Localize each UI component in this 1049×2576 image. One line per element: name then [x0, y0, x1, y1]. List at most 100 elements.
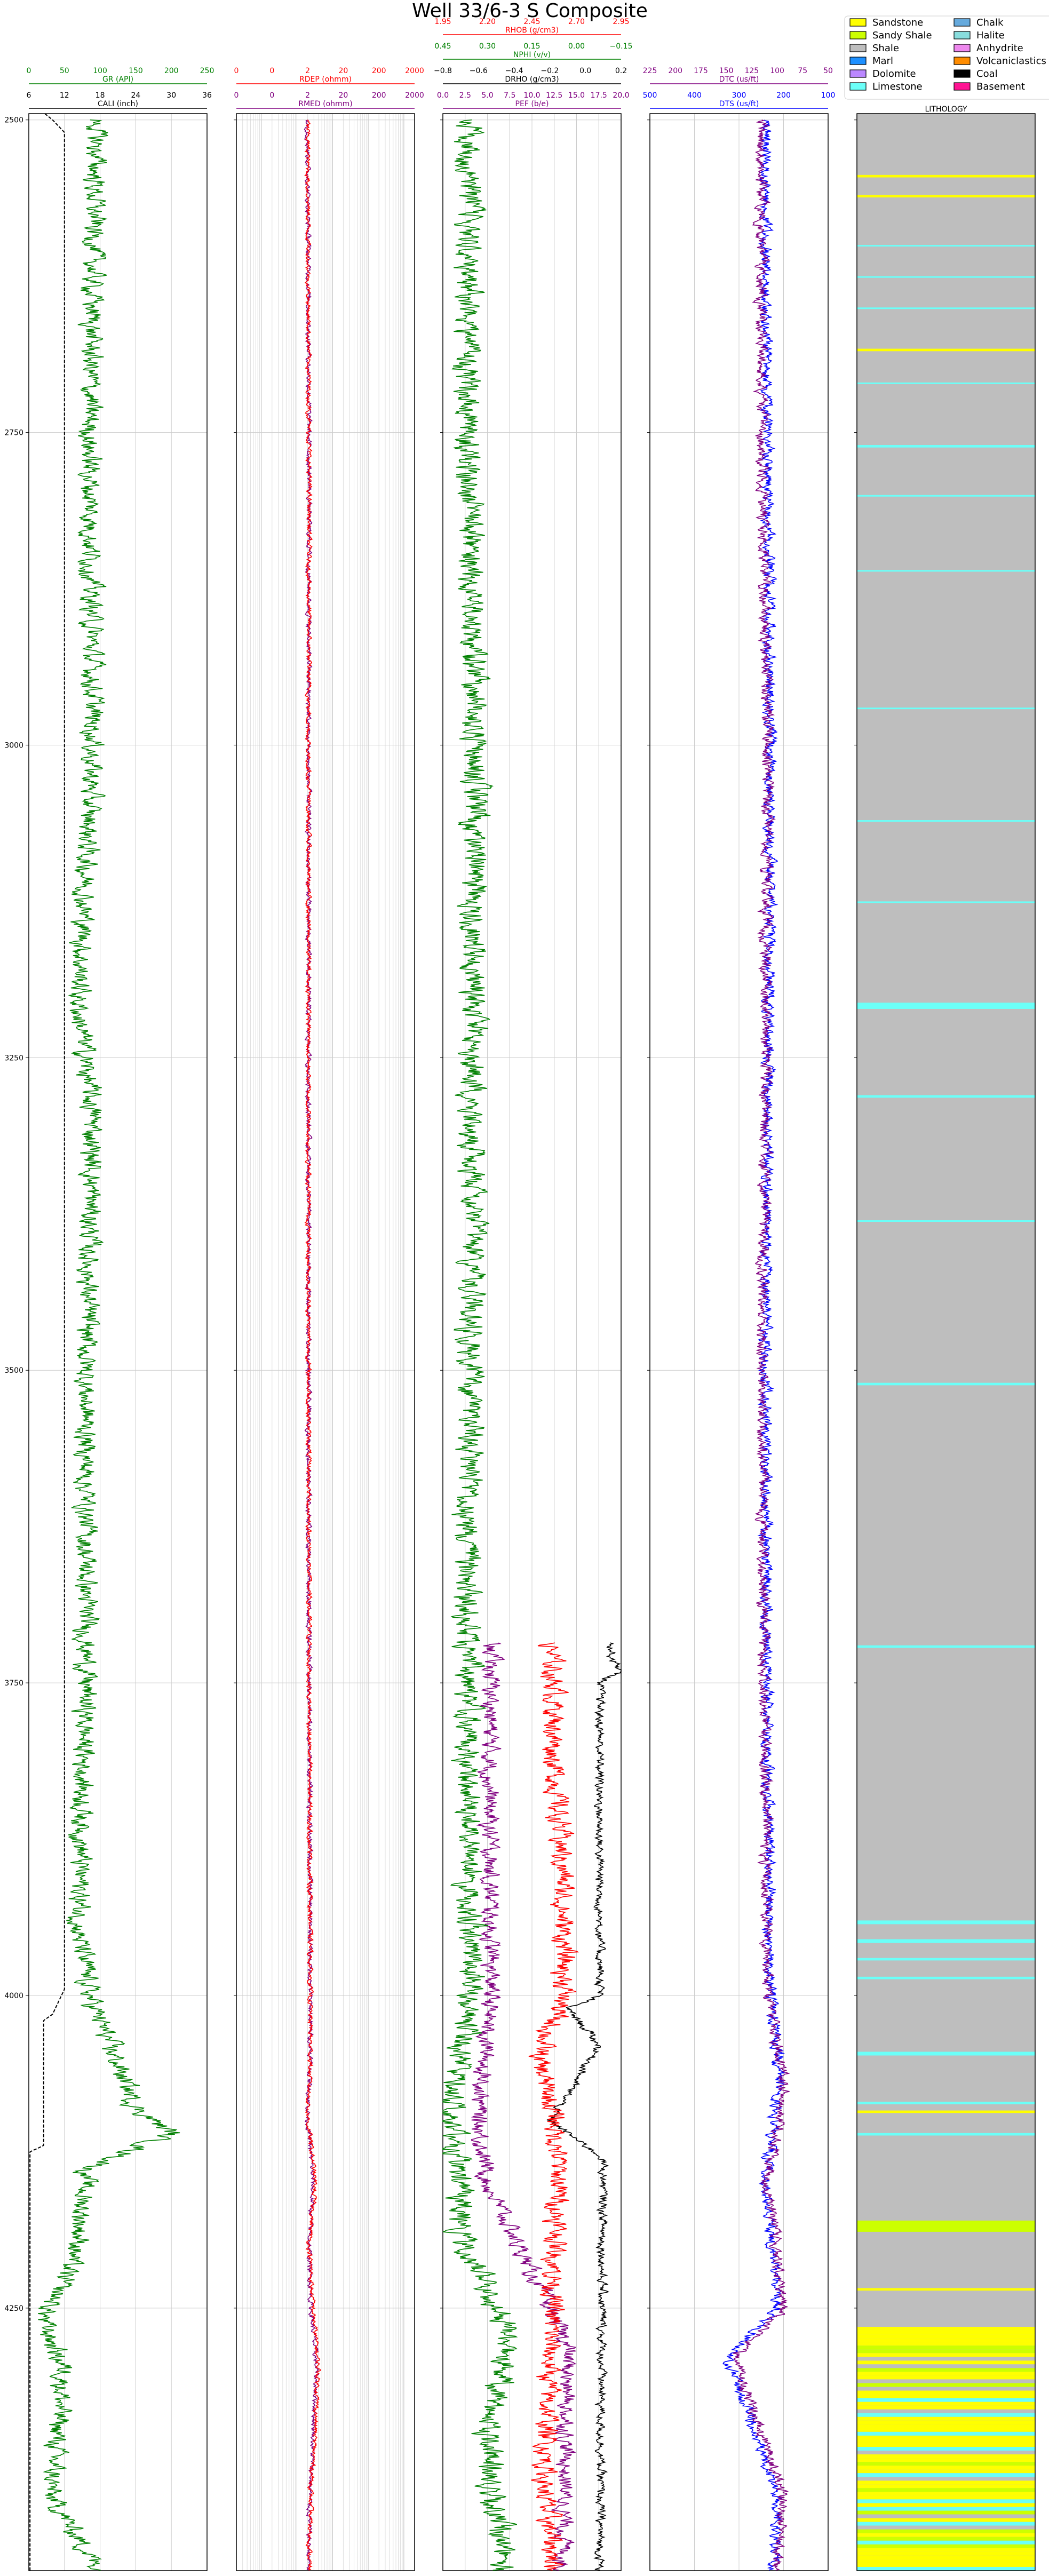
scale-tick-label: 2.70 — [568, 18, 585, 26]
scale-tick-label: 18 — [96, 91, 105, 100]
lithology-interval — [857, 1939, 1035, 1943]
lithology-interval — [857, 2360, 1035, 2365]
scale-tick-label: 15.0 — [568, 91, 585, 100]
lithology-interval — [857, 2220, 1035, 2232]
scale-tick-label: −0.15 — [610, 42, 633, 51]
rdep-curve — [304, 120, 321, 2571]
scale-header: 0.45 0.30 0.15 0.00 −0.15 NPHI (v/v) — [434, 42, 633, 60]
lithology-interval — [857, 2488, 1035, 2492]
lithology-interval — [857, 2566, 1035, 2571]
legend-label: Basement — [976, 81, 1025, 92]
legend-label: Dolomite — [872, 68, 916, 79]
scale-tick-label: 75 — [798, 67, 807, 75]
scale-header: 500 400 300 200 100 DTS (us/ft) — [643, 91, 836, 109]
legend-item: Sandy Shale — [849, 30, 932, 41]
legend-label: Sandy Shale — [872, 30, 932, 41]
scale-tick-label: 100 — [821, 91, 836, 100]
scale-header: 0 0 2 20 200 2000 RMED (ohmm) — [234, 91, 424, 109]
scale-tick-label: 250 — [200, 67, 214, 75]
scale-label: PEF (b/e) — [515, 100, 549, 108]
lithology-interval — [857, 2349, 1035, 2354]
lithology-interval — [857, 2428, 1035, 2432]
legend-swatch — [953, 44, 971, 52]
lithology-interval — [857, 2353, 1035, 2357]
scale-label: CALI (inch) — [98, 100, 138, 108]
scale-tick-label: 0 — [234, 67, 239, 75]
lithology-interval — [857, 1976, 1035, 1979]
lithology-interval — [857, 570, 1035, 572]
legend-label: Chalk — [976, 17, 1004, 28]
legend-swatch — [849, 18, 867, 27]
scale-tick-label: 150 — [719, 67, 734, 75]
scale-tick-label: −0.2 — [541, 67, 559, 75]
lithology-interval — [857, 1920, 1035, 1925]
lithology-interval — [857, 2390, 1035, 2395]
lithology-interval — [857, 245, 1035, 247]
legend-swatch — [849, 44, 867, 52]
lithology-interval — [857, 1003, 1035, 1009]
lithology-interval — [857, 276, 1035, 278]
lithology-interval — [857, 307, 1035, 309]
legend-label: Volcaniclastics — [976, 55, 1046, 67]
chart-title: Well 33/6-3 S Composite — [412, 0, 648, 22]
depth-tick-label: 4000 — [4, 1992, 23, 2000]
legend-item: Basement — [953, 81, 1025, 92]
scale-label: DTC (us/ft) — [719, 75, 759, 84]
lithology-interval — [857, 2424, 1035, 2428]
gr-curve — [38, 119, 180, 2571]
scale-tick-label: 200 — [372, 91, 386, 100]
lithology-interval — [857, 495, 1035, 497]
lithology-interval — [857, 2537, 1035, 2541]
lithology-interval — [857, 445, 1035, 448]
track-frame — [236, 113, 415, 2571]
legend-swatch — [953, 69, 971, 78]
scale-tick-label: 0.45 — [434, 42, 451, 51]
legend-item: Sandstone — [849, 17, 923, 28]
lithology-interval — [857, 2102, 1035, 2104]
lithology-interval — [857, 2334, 1035, 2339]
legend-label: Marl — [872, 55, 893, 67]
lithology-interval — [857, 2327, 1035, 2331]
scale-label: RDEP (ohmm) — [299, 75, 352, 84]
track-frame — [28, 113, 208, 2571]
rhob-curve — [528, 1642, 579, 2571]
scale-tick-label: 50 — [823, 67, 833, 75]
scale-tick-label: 1.95 — [434, 18, 451, 26]
track-3: 0.0 2.5 5.0 7.5 10.0 12.5 15.0 17.5 20.0 PEF (b/e… — [434, 18, 632, 2571]
lithology-interval — [857, 382, 1035, 384]
scale-label: NPHI (v/v) — [513, 51, 551, 59]
lithology-interval — [857, 2525, 1035, 2530]
legend-label: Limestone — [872, 81, 923, 92]
lithology-interval — [857, 2548, 1035, 2552]
scale-tick-label: 0.2 — [615, 67, 627, 75]
lithology-interval — [857, 2529, 1035, 2533]
legend-swatch — [953, 31, 971, 39]
legend-item: Limestone — [849, 81, 923, 92]
scale-tick-label: 100 — [93, 67, 107, 75]
lithology-interval — [857, 2110, 1035, 2113]
scale-tick-label: 30 — [166, 91, 176, 100]
scale-tick-label: 125 — [744, 67, 759, 75]
scale-tick-label: 24 — [131, 91, 140, 100]
lithology-interval — [857, 2398, 1035, 2402]
lithology-interval — [857, 2480, 1035, 2485]
scale-tick-label: 100 — [770, 67, 784, 75]
lithology-interval — [857, 2288, 1035, 2291]
lithology-interval — [857, 2466, 1035, 2470]
scale-tick-label: 2 — [305, 91, 310, 100]
lithology-interval — [857, 1095, 1035, 1098]
scale-tick-label: 0 — [269, 67, 274, 75]
lithology-interval — [857, 2413, 1035, 2417]
scale-tick-label: 2.20 — [479, 18, 496, 26]
legend-item: Chalk — [953, 17, 1004, 28]
dtc-curve — [733, 119, 790, 2571]
scale-header: 0 50 100 150 200 250 GR (API) — [27, 67, 214, 84]
legend-swatch — [953, 57, 971, 65]
legend-item: Anhydrite — [953, 43, 1023, 54]
legend-frame — [844, 15, 1049, 100]
cali-curve — [29, 113, 65, 2571]
scale-tick-label: 20.0 — [613, 91, 629, 100]
lithology-interval — [857, 1958, 1035, 1961]
